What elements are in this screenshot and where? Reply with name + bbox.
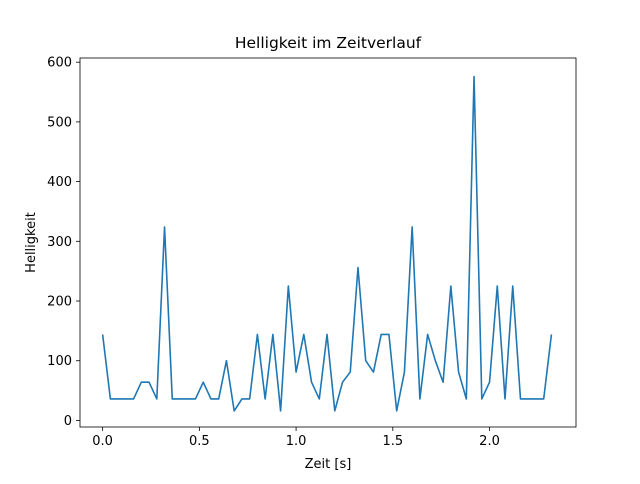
y-tick-label: 600 xyxy=(47,56,72,71)
y-tick-label: 200 xyxy=(47,295,72,310)
chart-title: Helligkeit im Zeitverlauf xyxy=(235,34,422,52)
y-axis-label: Helligkeit xyxy=(24,212,39,273)
y-tick-label: 500 xyxy=(47,115,72,130)
x-axis: 0.0 0.5 1.0 1.5 2.0 xyxy=(92,427,500,449)
x-axis-label: Zeit [s] xyxy=(305,457,352,472)
x-tick-label: 2.0 xyxy=(479,434,500,449)
plot-frame xyxy=(79,57,577,428)
y-tick-label: 0 xyxy=(64,414,72,429)
x-tick-label: 0.0 xyxy=(92,434,113,449)
plot-area xyxy=(101,75,553,412)
y-tick-label: 400 xyxy=(47,175,72,190)
y-tick-label: 100 xyxy=(47,354,72,369)
y-axis: 0 100 200 300 400 500 600 xyxy=(47,56,80,429)
x-tick-label: 1.0 xyxy=(286,434,307,449)
y-tick-label: 300 xyxy=(47,235,72,250)
x-tick-label: 0.5 xyxy=(189,434,210,449)
x-tick-label: 1.5 xyxy=(382,434,403,449)
series-line-0 xyxy=(101,75,553,412)
